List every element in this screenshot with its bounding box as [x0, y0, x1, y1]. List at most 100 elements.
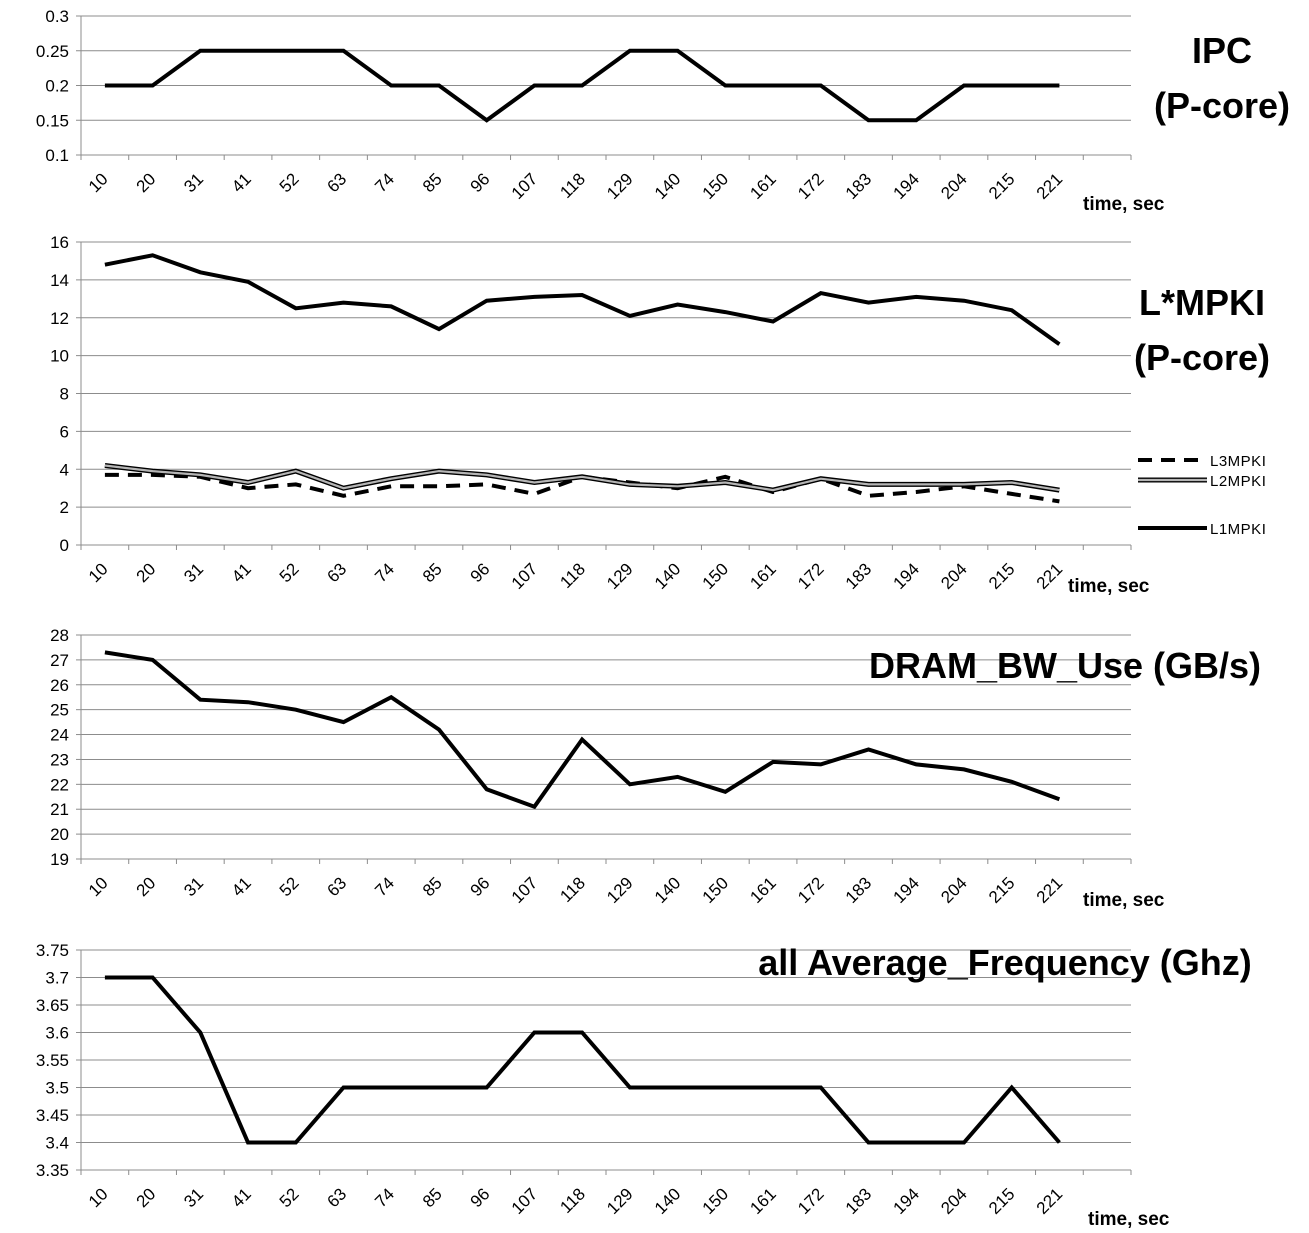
series-line-l2mpki — [104, 463, 1060, 493]
chart-title: L*MPKI — [1139, 282, 1265, 323]
series-line — [104, 48, 1060, 123]
x-tick-label: 215 — [985, 559, 1018, 592]
x-tick-label: 204 — [937, 1184, 970, 1217]
x-tick-label: 41 — [228, 559, 255, 586]
y-tick-label: 0.3 — [45, 7, 69, 26]
x-tick-label: 107 — [508, 1184, 541, 1217]
x-tick-label: 63 — [324, 559, 351, 586]
chart-panel-1: 0.1 0.15 0.2 0.25 0.3 10 20 31 41 52 63 74 85 96 107 11… — [36, 7, 1290, 215]
x-tick-label: 118 — [556, 1184, 589, 1217]
x-tick-label: 150 — [699, 873, 732, 906]
x-tick-label: 204 — [937, 169, 970, 202]
x-tick-label: 129 — [603, 559, 636, 592]
y-tick-label: 3.4 — [45, 1134, 69, 1153]
y-tick-label: 3.5 — [45, 1079, 69, 1098]
x-tick-label: 221 — [1033, 169, 1066, 202]
x-tick-label: 215 — [985, 169, 1018, 202]
x-tick-label: 63 — [324, 169, 351, 196]
x-tick-label: 221 — [1033, 873, 1066, 906]
x-tick-label: 74 — [371, 169, 398, 196]
x-tick-label: 172 — [794, 559, 827, 592]
x-tick-label: 150 — [699, 559, 732, 592]
x-tick-label: 52 — [276, 559, 303, 586]
x-tick-label: 107 — [508, 559, 541, 592]
x-tick-label: 129 — [603, 169, 636, 202]
x-tick-label: 31 — [180, 559, 207, 586]
x-tick-label: 63 — [324, 1184, 351, 1211]
x-tick-label: 172 — [794, 1184, 827, 1217]
y-tick-label: 3.75 — [36, 941, 69, 960]
y-tick-label: 3.45 — [36, 1106, 69, 1125]
y-tick-label: 3.7 — [45, 969, 69, 988]
x-tick-label: 161 — [746, 169, 779, 202]
x-tick-label: 20 — [133, 169, 160, 196]
x-tick-label: 10 — [85, 873, 112, 900]
x-tick-label: 52 — [276, 169, 303, 196]
x-tick-label: 118 — [556, 873, 589, 906]
y-tick-label: 25 — [50, 701, 69, 720]
y-tick-label: 3.55 — [36, 1051, 69, 1070]
x-tick-label: 10 — [85, 559, 112, 586]
x-tick-label: 183 — [842, 873, 875, 906]
x-tick-label: 118 — [556, 559, 589, 592]
x-tick-label: 41 — [228, 873, 255, 900]
chart-title: (P-core) — [1134, 337, 1270, 378]
x-tick-label: 96 — [467, 873, 494, 900]
chart-title: DRAM_BW_Use (GB/s) — [869, 645, 1261, 686]
x-tick-label: 31 — [180, 1184, 207, 1211]
series-line — [104, 650, 1061, 810]
x-tick-label: 140 — [651, 169, 684, 202]
x-tick-label: 41 — [228, 169, 255, 196]
x-axis-label: time, sec — [1083, 890, 1165, 911]
y-tick-label: 10 — [50, 347, 69, 366]
chart-title: IPC — [1192, 30, 1252, 71]
x-tick-label: 107 — [508, 873, 541, 906]
y-tick-label: 0.25 — [36, 42, 69, 61]
y-tick-label: 0.1 — [45, 146, 69, 165]
series-line-l1mpki — [104, 253, 1061, 346]
x-tick-label: 20 — [133, 559, 160, 586]
chart-panel-3: 19 20 21 22 23 24 25 26 27 28 10 20 31 41 52 63 74 85 96 10… — [50, 626, 1261, 911]
x-tick-label: 31 — [180, 169, 207, 196]
x-tick-label: 161 — [746, 873, 779, 906]
x-tick-label: 96 — [467, 559, 494, 586]
x-tick-label: 215 — [985, 873, 1018, 906]
chart-panel-4: 3.35 3.4 3.45 3.5 3.55 3.6 3.65 3.7 3.75 10 20 31 41… — [36, 941, 1252, 1230]
y-tick-label: 8 — [60, 385, 69, 404]
x-tick-label: 161 — [746, 559, 779, 592]
y-tick-label: 26 — [50, 676, 69, 695]
x-tick-label: 161 — [746, 1184, 779, 1217]
y-tick-label: 2 — [60, 498, 69, 517]
y-tick-label: 0 — [60, 536, 69, 555]
y-tick-label: 0.2 — [45, 77, 69, 96]
x-tick-label: 194 — [890, 169, 923, 202]
y-tick-label: 22 — [50, 775, 69, 794]
y-tick-label: 3.35 — [36, 1161, 69, 1180]
legend-label: L1MPKI — [1210, 521, 1266, 538]
x-tick-label: 129 — [603, 873, 636, 906]
x-tick-label: 183 — [842, 169, 875, 202]
x-tick-label: 10 — [85, 169, 112, 196]
chart-title: all Average_Frequency (Ghz) — [758, 942, 1252, 983]
x-tick-label: 107 — [508, 169, 541, 202]
x-tick-label: 85 — [419, 559, 446, 586]
y-tick-label: 16 — [50, 233, 69, 252]
x-tick-label: 74 — [371, 873, 398, 900]
y-tick-label: 28 — [50, 626, 69, 645]
y-tick-label: 20 — [50, 825, 69, 844]
x-axis-label: time, sec — [1083, 194, 1165, 215]
y-tick-label: 27 — [50, 651, 69, 670]
x-tick-label: 85 — [419, 873, 446, 900]
x-tick-label: 204 — [937, 559, 970, 592]
x-tick-label: 96 — [467, 1184, 494, 1211]
x-tick-label: 74 — [371, 559, 398, 586]
x-tick-label: 118 — [556, 169, 589, 202]
x-tick-label: 63 — [324, 873, 351, 900]
y-tick-label: 4 — [60, 460, 69, 479]
chart-panel-2: 0 2 4 6 8 10 12 14 16 10 20 31 41 52 63 74 85 96 107 118 129… — [50, 233, 1270, 597]
y-tick-label: 21 — [50, 800, 69, 819]
x-tick-label: 215 — [985, 1184, 1018, 1217]
x-tick-label: 194 — [890, 873, 923, 906]
series-line — [104, 975, 1061, 1145]
